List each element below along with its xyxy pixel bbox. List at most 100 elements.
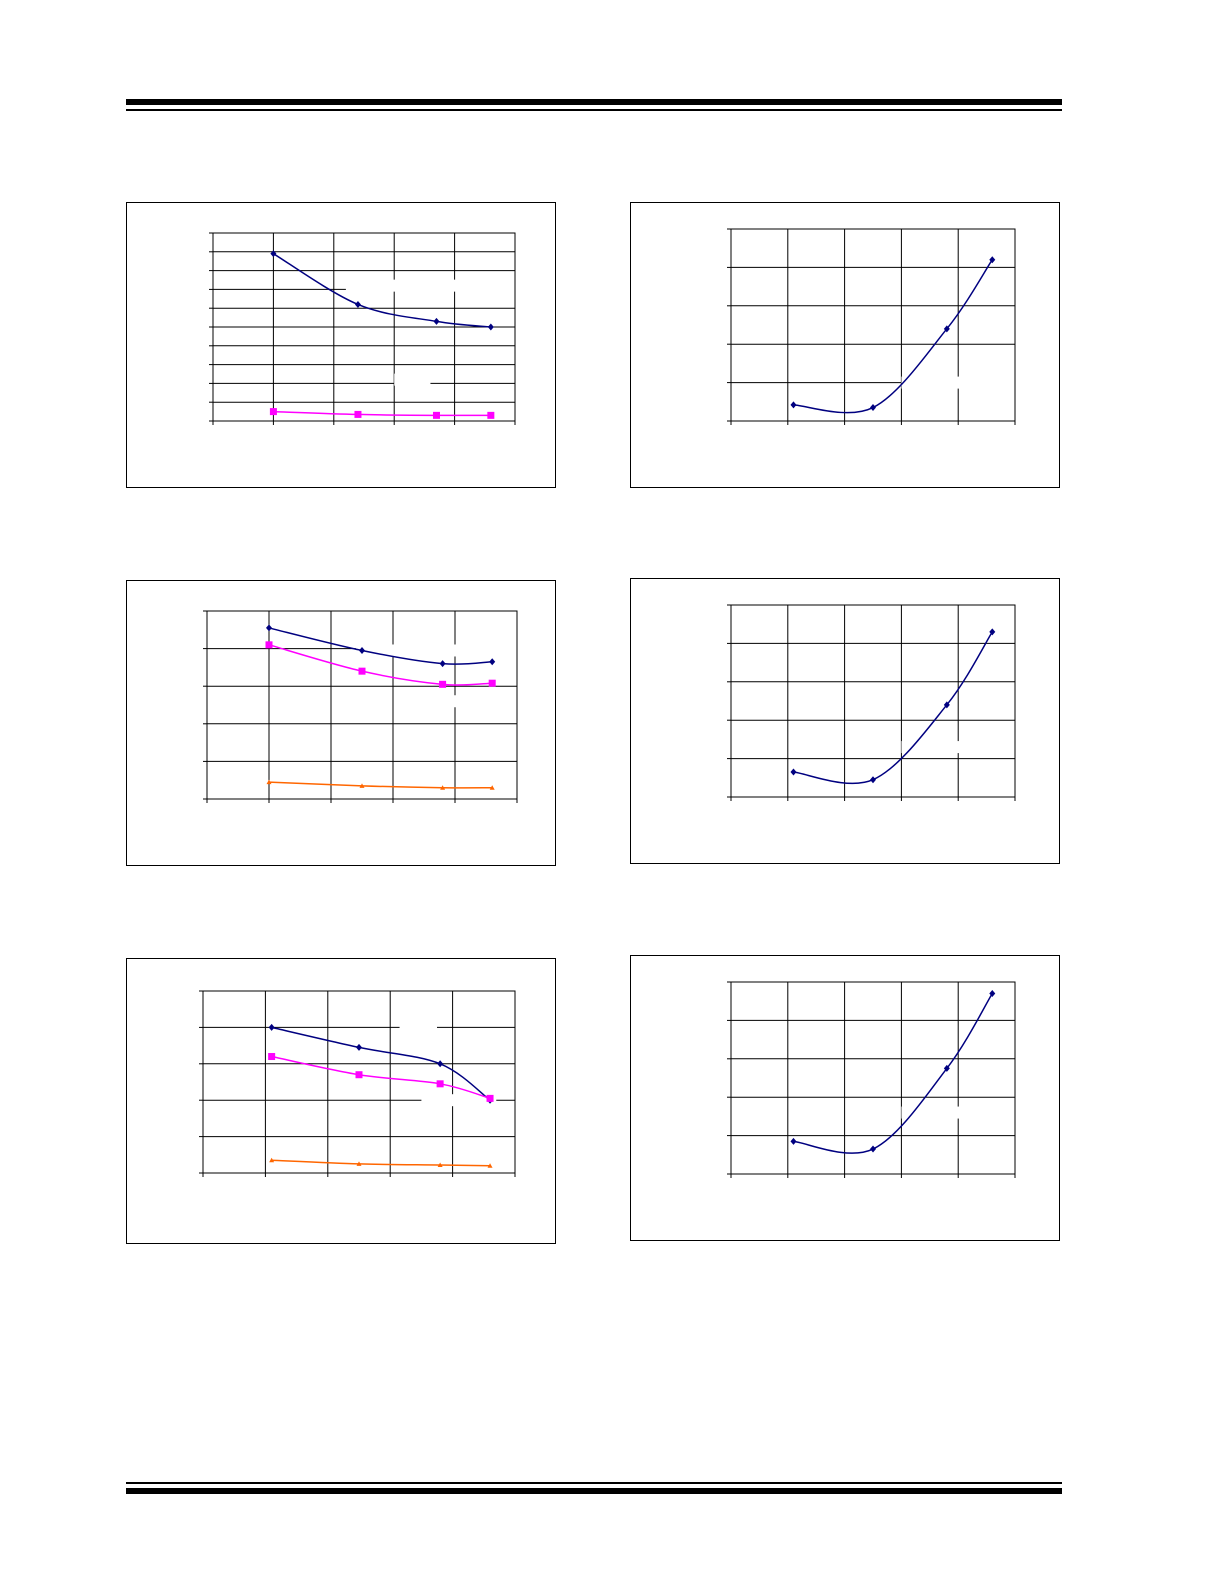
data-point	[358, 667, 366, 675]
data-point	[355, 1071, 363, 1079]
data-point	[487, 323, 494, 331]
data-point	[870, 404, 876, 412]
data-point	[870, 1145, 876, 1153]
data-point	[436, 1080, 444, 1088]
series-line	[271, 1159, 491, 1167]
chart-plot-3	[199, 990, 516, 1177]
chart-panel-4	[630, 202, 1060, 488]
data-point	[439, 660, 446, 668]
series-line	[793, 259, 993, 414]
data-point	[356, 1161, 362, 1166]
label-gap	[399, 740, 437, 753]
plot-frame	[202, 990, 516, 1174]
chart-plot-6	[727, 981, 1027, 1178]
series-2	[265, 641, 496, 688]
plot-frame	[730, 228, 1016, 422]
data-point	[440, 785, 446, 790]
data-point	[989, 628, 996, 636]
gridlines	[731, 605, 1015, 797]
data-point	[270, 250, 277, 258]
series-line	[273, 410, 491, 417]
data-point	[489, 658, 496, 666]
data-point	[268, 1053, 276, 1061]
label-gap	[394, 373, 431, 386]
data-point	[989, 990, 996, 998]
data-point	[439, 680, 447, 688]
data-point	[354, 410, 362, 418]
data-point	[354, 300, 361, 308]
series-1	[270, 250, 494, 331]
chart-panel-6	[630, 955, 1060, 1241]
label-gap	[430, 695, 555, 708]
data-point	[432, 411, 440, 419]
data-point	[943, 325, 950, 333]
plot-frame	[730, 604, 1016, 798]
chart-plot-5	[727, 604, 1033, 801]
data-point	[870, 776, 876, 784]
tick-marks	[203, 610, 518, 803]
tick-marks	[727, 981, 1016, 1178]
data-point	[488, 679, 496, 687]
data-point	[359, 783, 365, 788]
data-point	[359, 646, 365, 654]
plot-frame	[206, 610, 518, 800]
series-2	[269, 408, 495, 419]
data-point	[437, 1060, 444, 1068]
plot-frame	[730, 981, 1016, 1175]
tick-marks	[209, 232, 516, 425]
data-point	[790, 401, 797, 409]
tick-marks	[727, 604, 1016, 801]
chart-panel-3	[126, 958, 556, 1244]
label-gap	[399, 1021, 437, 1034]
series-line	[271, 1026, 491, 1101]
series-line	[793, 993, 993, 1154]
tick-marks	[727, 228, 1016, 425]
gridlines	[213, 233, 515, 421]
series-3	[266, 779, 495, 790]
header-rule-thick	[126, 99, 1062, 105]
series-line	[268, 781, 493, 789]
label-gap	[901, 741, 1033, 754]
data-point	[790, 768, 797, 776]
plot-frame	[212, 232, 516, 422]
label-gap	[355, 644, 555, 657]
data-point	[486, 1094, 494, 1102]
data-point	[943, 1064, 950, 1072]
data-point	[943, 701, 950, 709]
data-point	[989, 256, 996, 264]
gridlines	[203, 991, 515, 1173]
series-line	[273, 253, 491, 328]
chart-panel-2	[126, 580, 556, 866]
chart-plot-2	[203, 610, 555, 803]
chart-panel-1	[126, 202, 556, 488]
series-line	[268, 627, 493, 665]
chart-panel-5	[630, 578, 1060, 864]
data-point	[437, 1162, 443, 1167]
label-gap	[345, 279, 555, 292]
data-point	[266, 779, 272, 785]
series-1	[790, 628, 996, 785]
data-point	[433, 317, 440, 325]
footer-rule-thin	[126, 1482, 1062, 1484]
label-gap	[901, 1106, 1027, 1119]
label-gap	[901, 376, 1059, 389]
label-gap	[421, 1094, 497, 1107]
data-point	[269, 1157, 275, 1163]
series-1	[790, 990, 996, 1154]
series-2	[268, 1053, 494, 1102]
series-line	[271, 1055, 491, 1100]
chart-plot-4	[727, 228, 1059, 425]
series-line	[793, 631, 993, 785]
series-line	[268, 644, 493, 686]
data-point	[268, 1023, 275, 1031]
header-rule-thin	[126, 109, 1062, 111]
data-point	[487, 1163, 493, 1168]
gridlines	[731, 229, 1015, 421]
series-3	[269, 1157, 493, 1168]
data-point	[356, 1043, 362, 1051]
gridlines	[731, 982, 1015, 1174]
data-point	[265, 641, 273, 649]
data-point	[487, 411, 495, 419]
data-point	[266, 624, 272, 632]
data-point	[489, 785, 495, 790]
